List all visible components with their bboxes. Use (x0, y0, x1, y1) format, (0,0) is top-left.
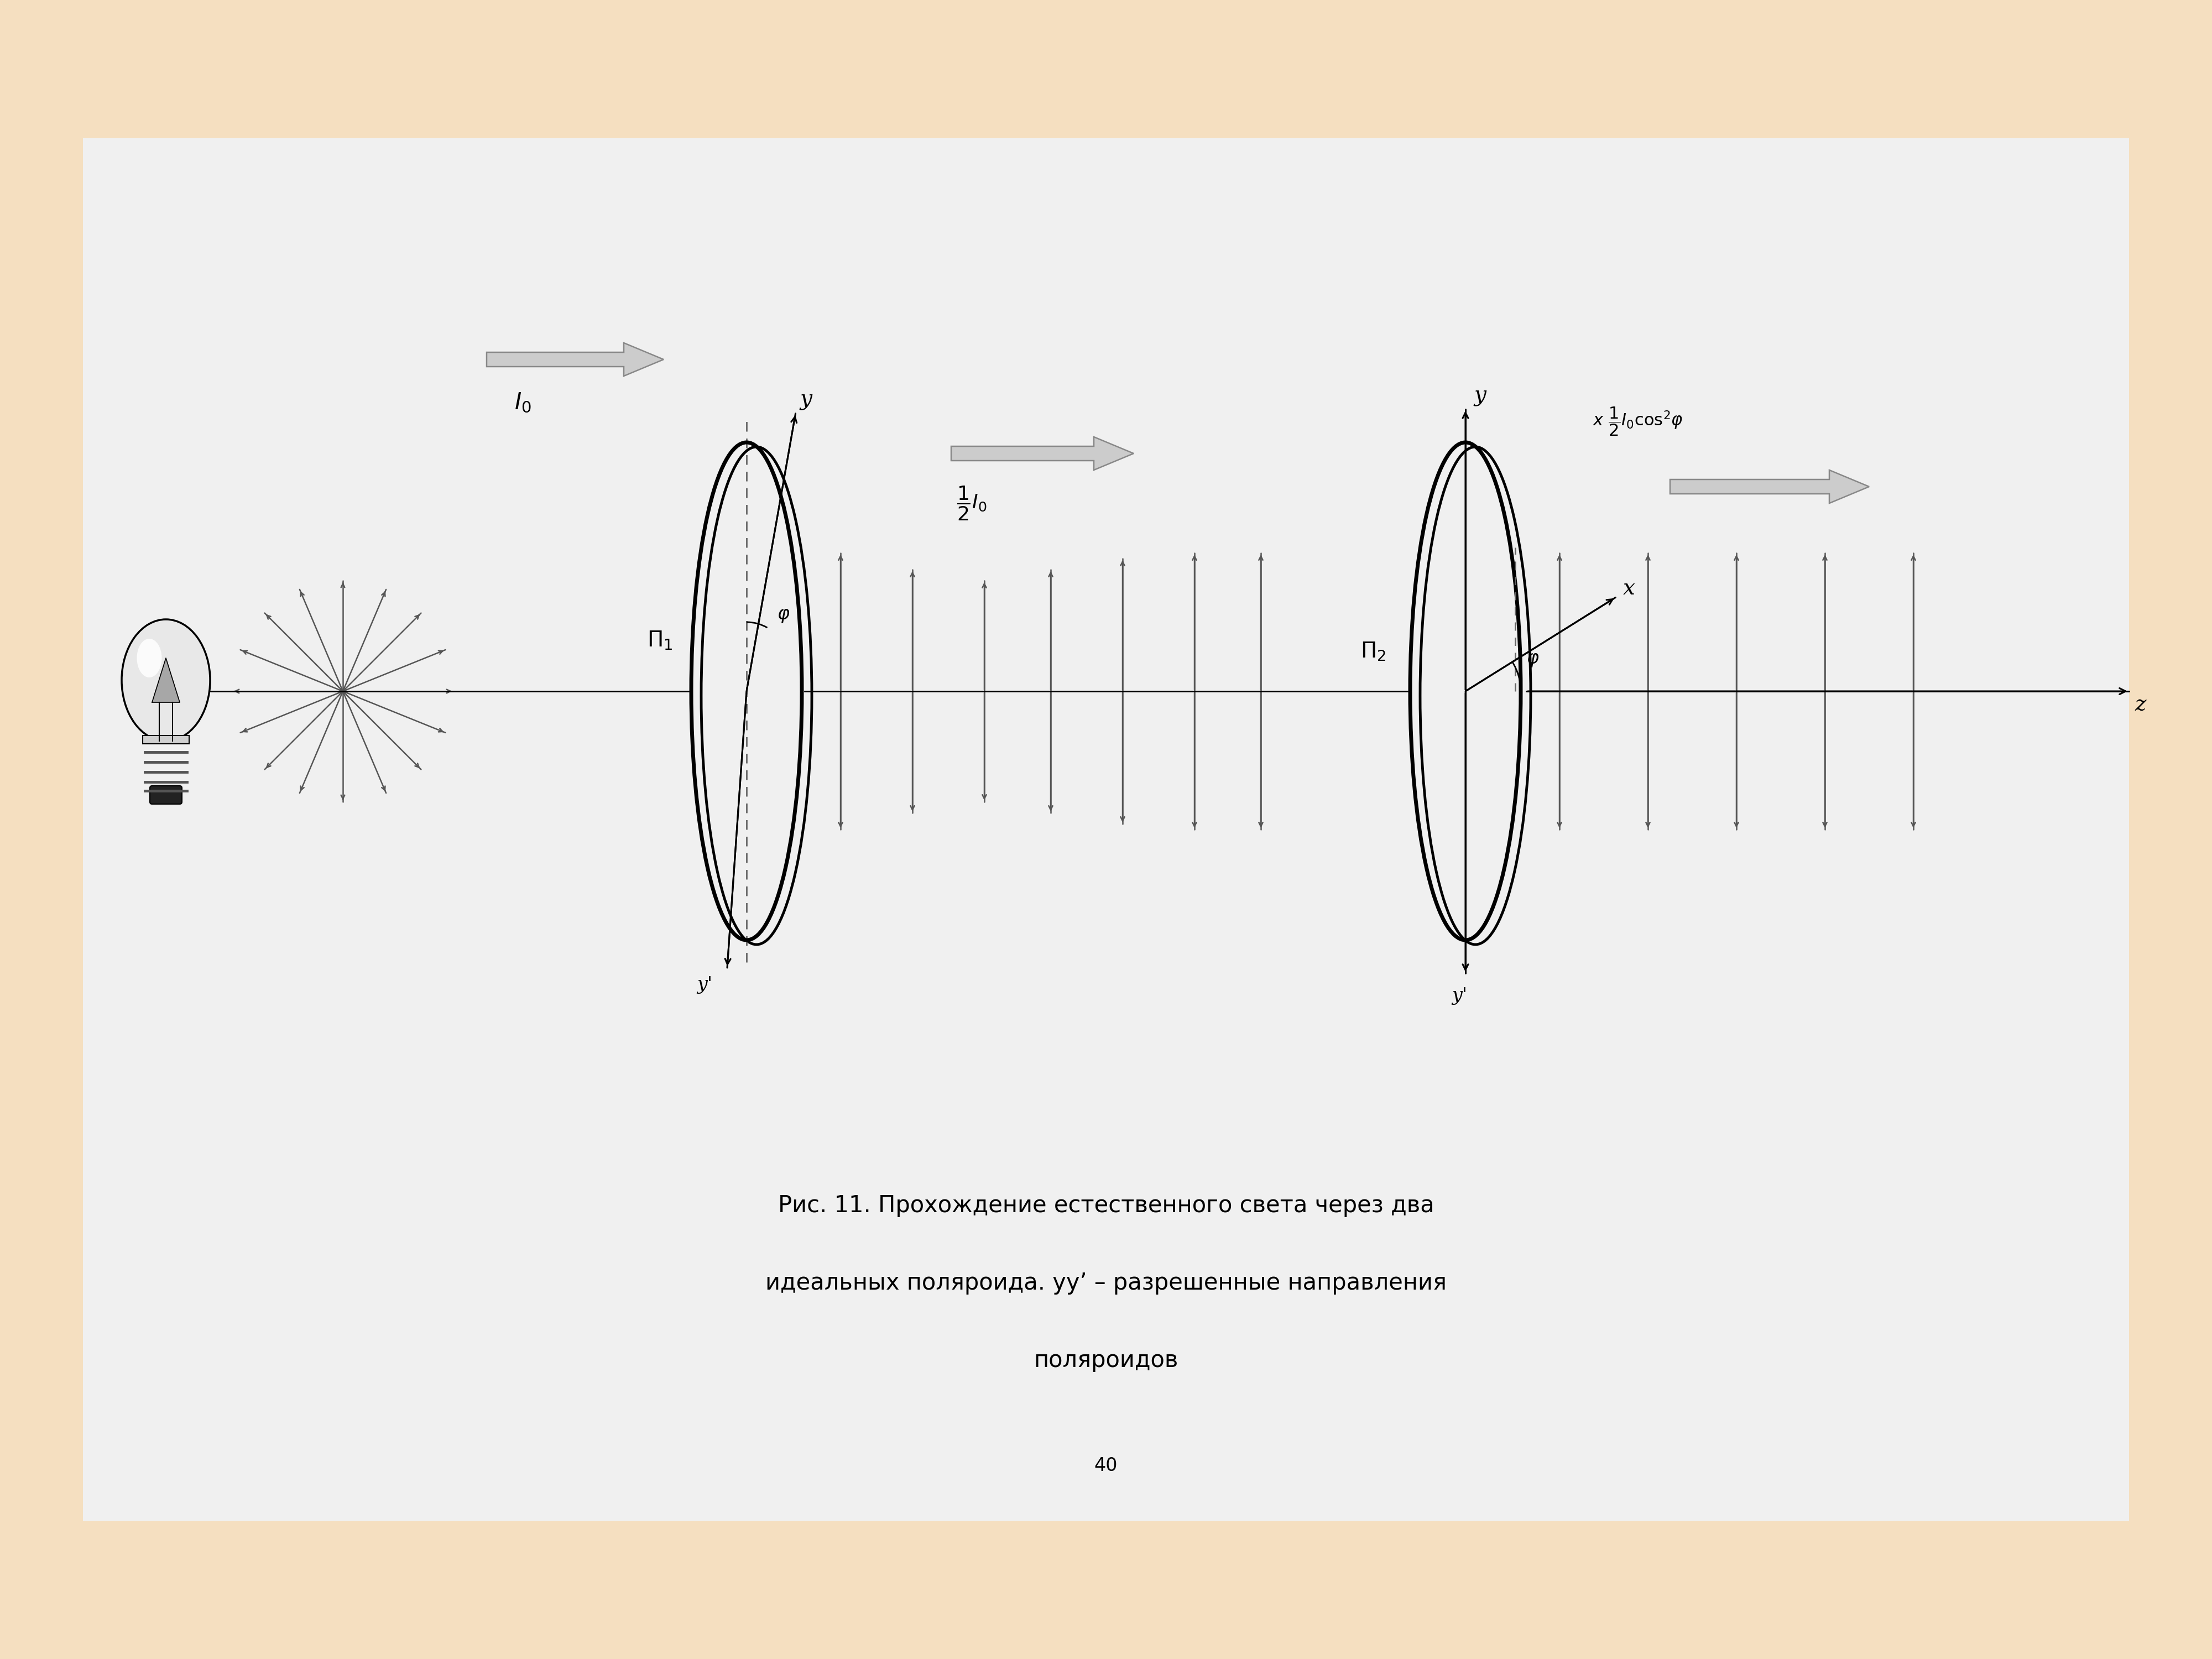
Text: $\varphi$: $\varphi$ (776, 607, 790, 624)
Text: $x\ \dfrac{1}{2}I_0\cos^2\!\varphi$: $x\ \dfrac{1}{2}I_0\cos^2\!\varphi$ (1593, 405, 1683, 438)
Text: 40: 40 (1095, 1457, 1117, 1475)
Text: $\Pi_2$: $\Pi_2$ (1360, 640, 1387, 662)
FancyBboxPatch shape (142, 735, 190, 743)
Text: y: y (801, 390, 812, 410)
Text: $I_0$: $I_0$ (515, 392, 531, 415)
Text: идеальных поляроида. yy’ – разрешенные направления: идеальных поляроида. yy’ – разрешенные н… (765, 1271, 1447, 1294)
Ellipse shape (137, 639, 161, 677)
Text: y': y' (697, 975, 712, 994)
FancyArrow shape (1670, 469, 1869, 503)
Text: y': y' (1451, 987, 1467, 1005)
FancyBboxPatch shape (150, 786, 181, 805)
FancyArrow shape (487, 343, 664, 377)
FancyArrow shape (951, 436, 1133, 469)
Text: z: z (2135, 695, 2146, 715)
Text: $\varphi$: $\varphi$ (1526, 650, 1540, 669)
Text: Рис. 11. Прохождение естественного света через два: Рис. 11. Прохождение естественного света… (779, 1194, 1433, 1218)
Text: $\dfrac{1}{2}I_0$: $\dfrac{1}{2}I_0$ (956, 484, 987, 523)
Text: y: y (1473, 385, 1486, 406)
Text: $\Pi_1$: $\Pi_1$ (646, 630, 672, 652)
Ellipse shape (122, 619, 210, 742)
FancyBboxPatch shape (84, 138, 2128, 1521)
Polygon shape (153, 659, 179, 702)
Text: поляроидов: поляроидов (1033, 1349, 1179, 1372)
Text: x: x (1624, 579, 1635, 599)
